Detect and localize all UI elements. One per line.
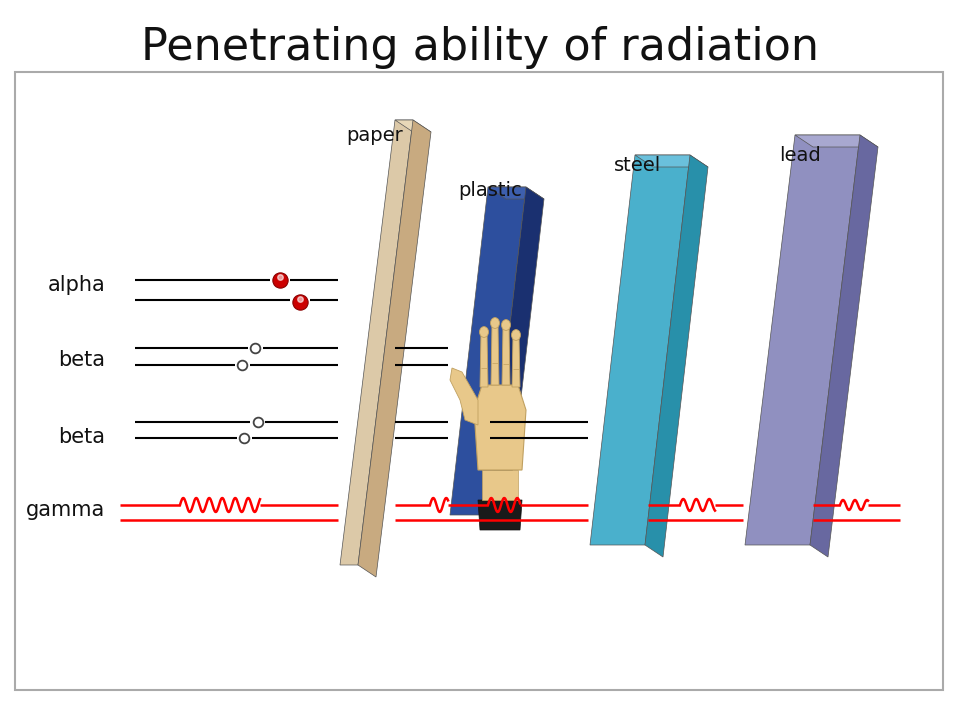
Text: steel: steel — [614, 156, 661, 175]
Polygon shape — [795, 135, 878, 147]
Text: beta: beta — [58, 350, 105, 370]
Polygon shape — [488, 187, 544, 199]
Polygon shape — [512, 335, 520, 387]
Text: plastic: plastic — [458, 181, 522, 200]
Polygon shape — [645, 155, 708, 557]
Polygon shape — [340, 120, 413, 565]
Polygon shape — [590, 155, 690, 545]
Text: lead: lead — [780, 146, 821, 165]
Text: alpha: alpha — [47, 275, 105, 295]
Bar — [15, 72, 943, 690]
Text: gamma: gamma — [26, 500, 105, 520]
Text: beta: beta — [58, 427, 105, 447]
Polygon shape — [635, 155, 708, 167]
Ellipse shape — [479, 327, 489, 338]
Polygon shape — [395, 120, 431, 132]
Polygon shape — [480, 332, 488, 387]
Polygon shape — [474, 385, 526, 470]
Ellipse shape — [491, 318, 499, 328]
Ellipse shape — [512, 330, 520, 341]
Polygon shape — [450, 187, 526, 515]
Polygon shape — [502, 325, 510, 385]
Ellipse shape — [501, 320, 511, 330]
Text: paper: paper — [347, 126, 403, 145]
Bar — [482, 470, 518, 500]
Polygon shape — [745, 135, 860, 545]
Text: Penetrating ability of radiation: Penetrating ability of radiation — [141, 25, 819, 68]
Polygon shape — [491, 323, 499, 385]
Polygon shape — [478, 500, 522, 530]
Polygon shape — [358, 120, 431, 577]
Polygon shape — [810, 135, 878, 557]
Polygon shape — [488, 187, 544, 527]
Polygon shape — [450, 368, 478, 425]
